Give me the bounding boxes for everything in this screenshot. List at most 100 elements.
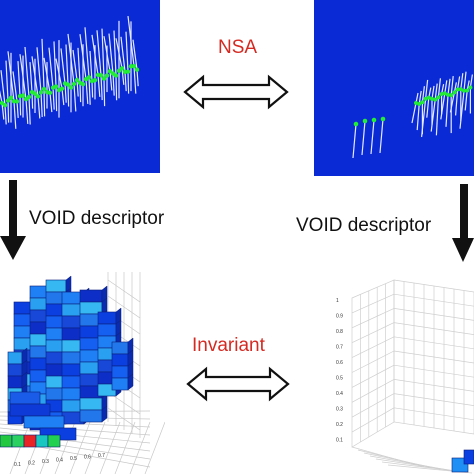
voxel [79,289,103,303]
normal-line [460,73,464,90]
normal-line [96,30,102,76]
target-void-descriptor-plot: 1 0.9 0.8 0.7 0.6 0.5 0.4 0.3 0.2 0.1 [314,272,474,474]
normal-line [421,86,425,103]
grid-line [351,322,395,344]
normal-line [103,78,106,107]
normal-line [37,96,41,119]
voxel [111,377,129,391]
surface-point [8,95,14,101]
surface-point [14,99,20,104]
normal-line [72,49,78,81]
right-void-descriptor-label: VOID descriptor [296,215,432,236]
z-tick-label: 0.8 [336,329,343,335]
surface-point [371,117,377,123]
surface-point [446,92,450,97]
normal-line [24,46,30,98]
x-tick-label: 0.7 [98,453,105,459]
normal-line [31,56,39,97]
surface-point [420,100,425,105]
normal-line [79,82,82,103]
x-tick-label: 0.3 [42,459,49,465]
normal-line [76,79,79,97]
normal-line [132,39,138,70]
grid-line [351,407,395,433]
surface-point [68,85,74,90]
voxel [23,415,65,429]
normal-line [464,90,468,111]
normal-line [418,90,422,105]
voxel [11,434,25,448]
normal-line [121,68,125,85]
normal-line [0,89,3,104]
normal-line [109,71,113,91]
left-void-descriptor-label: VOID descriptor [29,208,165,229]
grid-line [351,393,395,418]
normal-line [1,102,5,120]
normal-line [79,34,87,80]
surface-point [5,98,11,103]
voxel [111,365,129,379]
grid-line [129,421,151,474]
surface-point [71,81,77,87]
grid-line [114,421,136,474]
surface-point [465,88,470,93]
normal-line [103,36,111,72]
normal-line [463,71,467,91]
normal-line [115,75,118,101]
source-point-cloud [0,16,140,129]
normal-line [416,103,420,131]
surface-point [41,86,47,92]
surface-point [362,118,368,124]
normal-line [91,80,94,98]
surface-point [423,96,428,101]
surface-point [47,90,53,96]
voxel [97,311,117,325]
normal-line [49,92,53,113]
surface-point [92,77,98,83]
source-void-descriptor-plot: 0.1 0.2 0.3 0.4 0.5 0.6 0.7 [0,272,165,474]
normal-line [52,87,55,110]
target-voxel-plot: 1 0.9 0.8 0.7 0.6 0.5 0.4 0.3 0.2 0.1 [336,279,474,474]
surface-point [449,93,454,98]
normal-line [7,100,10,123]
normal-line [449,92,455,113]
normal-line [426,97,430,118]
normal-line [352,123,357,159]
voxel [7,363,23,377]
normal-line [0,70,6,106]
surface-point [101,76,107,81]
surface-point [417,102,422,107]
x-tick-label: 0.6 [84,455,91,461]
normal-line [124,71,127,92]
z-tick-label: 0.2 [336,422,343,428]
voxel-side [127,373,134,391]
normal-line [97,74,101,97]
nsa-label: NSA [218,37,258,58]
normal-line [12,71,18,102]
normal-line [361,120,366,156]
z-tick-label: 0.6 [336,360,343,366]
surface-point [433,97,438,102]
x-tick-label: 0.4 [56,458,63,464]
grid-line [84,421,106,474]
surface-point [113,73,119,78]
normal-line [65,44,69,85]
invariant-label: Invariant [192,335,265,356]
voxel [35,434,49,448]
normal-line [455,89,459,116]
x-tick-label: 0.1 [14,462,21,468]
normal-line [29,62,33,93]
surface-point [32,91,38,96]
normal-line [450,76,454,96]
surface-point [439,92,444,97]
normal-line [4,105,7,125]
x-tick-label: 0.5 [70,456,77,462]
normal-line [457,76,461,90]
grid-line [351,308,395,329]
normal-line [17,61,21,97]
normal-line [421,98,427,137]
back-wall [351,279,395,448]
z-tick-label: 1 [336,298,339,304]
normal-line [55,58,63,89]
left-down-arrow-icon [0,180,26,260]
